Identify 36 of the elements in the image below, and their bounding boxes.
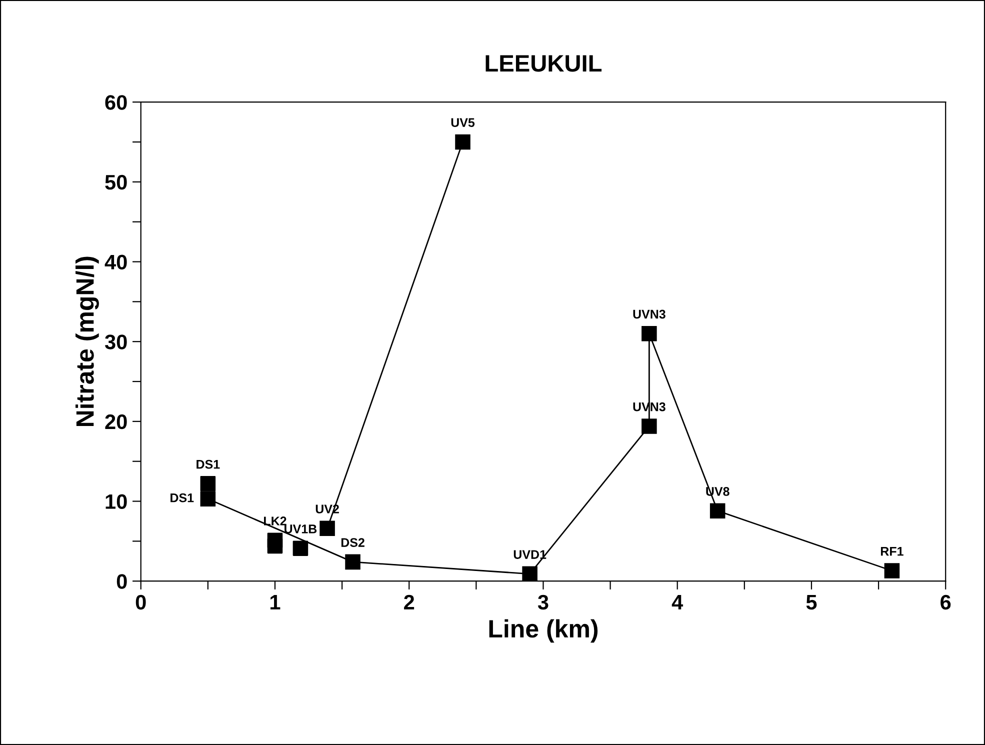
annotation: UV1B	[284, 524, 317, 534]
annotation: DS1	[196, 460, 220, 469]
x-tick-label: 5	[806, 595, 817, 610]
point	[200, 476, 216, 492]
x-tick-label: 6	[940, 594, 951, 610]
point	[642, 326, 657, 342]
point	[710, 503, 726, 518]
y-tick-label: 50	[105, 174, 127, 190]
point	[200, 491, 216, 507]
x-axis-title: Line (km)	[489, 619, 598, 643]
y-axis-title: Nitrate (mgN/l)	[76, 256, 99, 426]
annotation: DS2	[341, 538, 364, 547]
point	[320, 520, 335, 536]
y-tick-label: 30	[104, 334, 127, 350]
point	[292, 540, 308, 556]
x-tick-label: 0	[136, 594, 146, 610]
annotation: UV5	[451, 118, 475, 128]
annotation: DS1	[170, 493, 194, 502]
point	[345, 554, 360, 570]
y-tick-label: 60	[105, 95, 127, 110]
x-tick-label: 3	[538, 594, 548, 610]
y-tick-label: 40	[104, 254, 127, 270]
point	[884, 563, 900, 578]
annotation: RF1	[880, 547, 904, 556]
annotation: UVN3	[633, 310, 666, 319]
point	[455, 134, 470, 150]
point	[267, 538, 283, 554]
chart-title: LEEUKUIL	[486, 55, 602, 72]
point	[522, 566, 538, 582]
y-tick-label: 10	[106, 494, 127, 510]
y-tick-label: 20	[105, 414, 127, 430]
x-tick-label: 4	[672, 595, 684, 610]
x-tick-label: 1	[270, 595, 280, 610]
x-tick-label: 2	[404, 594, 414, 610]
point	[642, 418, 657, 434]
y-tick-label: 0	[116, 574, 127, 589]
